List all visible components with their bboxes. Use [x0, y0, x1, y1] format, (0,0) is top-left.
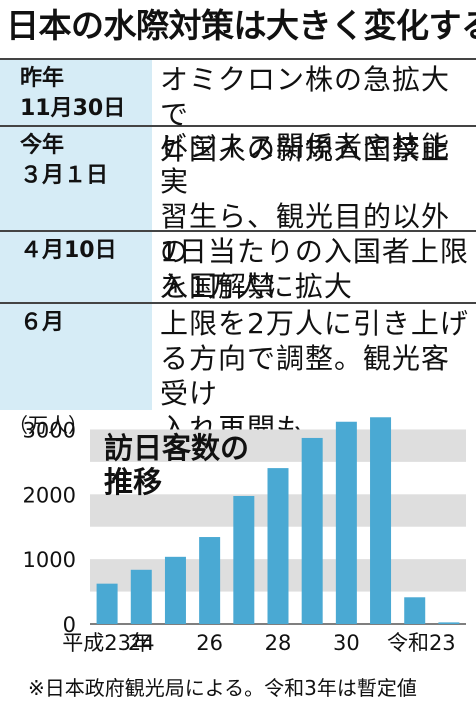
- grid-band: [90, 429, 466, 462]
- timeline-row: ６月 上限を2万人に引き上げ る方向で調整。観光客受け 入れ再開も: [0, 304, 476, 445]
- bar: [130, 569, 152, 624]
- y-tick-label: 2000: [23, 483, 76, 507]
- timeline-row: 昨年 11月30日 オミクロン株の急拡大で 外国人の新規入国禁止: [0, 60, 476, 166]
- timeline-text: 1日当たりの入国者上限 を1万人に拡大: [160, 235, 469, 303]
- x-tick-label: 30: [333, 631, 360, 655]
- bar: [438, 622, 460, 624]
- x-tick-label: 3: [442, 631, 455, 655]
- bar: [335, 421, 357, 624]
- timeline-date: 昨年 11月30日: [0, 60, 152, 125]
- x-tick-label: 28: [265, 631, 292, 655]
- chart-title-line: 推移: [104, 465, 162, 499]
- x-tick-label: 24: [128, 631, 155, 655]
- y-axis-label: （万人）: [8, 413, 88, 437]
- bar: [96, 583, 118, 624]
- timeline-date: ４月10日: [0, 232, 152, 302]
- x-tick-label: 平成23年: [62, 631, 152, 655]
- bar: [199, 537, 221, 624]
- timeline-date: ６月: [0, 304, 152, 410]
- bar: [301, 437, 323, 624]
- headline: 日本の水際対策は大きく変化する: [6, 6, 476, 45]
- timeline-text: オミクロン株の急拡大で 外国人の新規入国禁止: [160, 63, 451, 166]
- timeline-date: 今年 ３月１日: [0, 127, 152, 230]
- y-tick-label: 1000: [23, 548, 76, 572]
- timeline-row: ４月10日 1日当たりの入国者上限 を1万人に拡大: [0, 232, 476, 304]
- bar: [267, 468, 289, 624]
- footnote: ※日本政府観光局による。令和3年は暫定値: [28, 676, 417, 700]
- bar: [370, 417, 392, 624]
- x-tick-label: 令和2: [387, 631, 442, 655]
- y-tick-label: 3000: [23, 418, 76, 442]
- bar: [404, 597, 426, 624]
- timeline: 昨年 11月30日 オミクロン株の急拡大で 外国人の新規入国禁止 今年 ３月１日…: [0, 58, 476, 445]
- timeline-text: ビジネス関係者や技能実 習生ら、観光目的以外の 入国解禁: [160, 130, 451, 303]
- timeline-text: 上限を2万人に引き上げ る方向で調整。観光客受け 入れ再開も: [160, 307, 469, 445]
- x-tick-label: 26: [196, 631, 223, 655]
- bar: [164, 556, 186, 624]
- chart-title-line: 訪日客数の: [104, 431, 249, 465]
- timeline-row: 今年 ３月１日 ビジネス関係者や技能実 習生ら、観光目的以外の 入国解禁: [0, 127, 476, 303]
- bar: [233, 495, 255, 624]
- y-tick-label: 0: [63, 613, 76, 637]
